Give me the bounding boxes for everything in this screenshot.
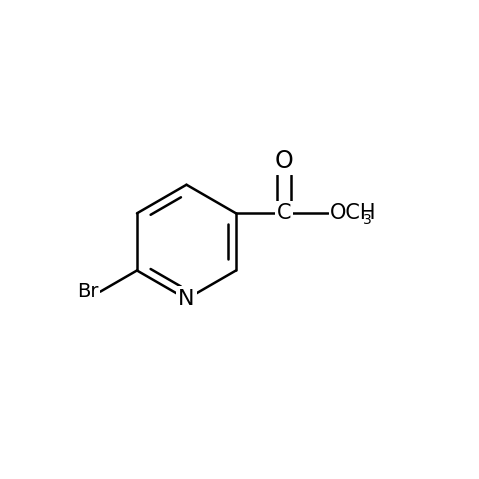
Text: O: O: [274, 149, 293, 173]
Text: 3: 3: [363, 213, 371, 227]
Text: Br: Br: [77, 282, 98, 301]
Text: C: C: [277, 203, 291, 223]
Text: N: N: [178, 289, 195, 309]
Text: OCH: OCH: [330, 203, 376, 223]
